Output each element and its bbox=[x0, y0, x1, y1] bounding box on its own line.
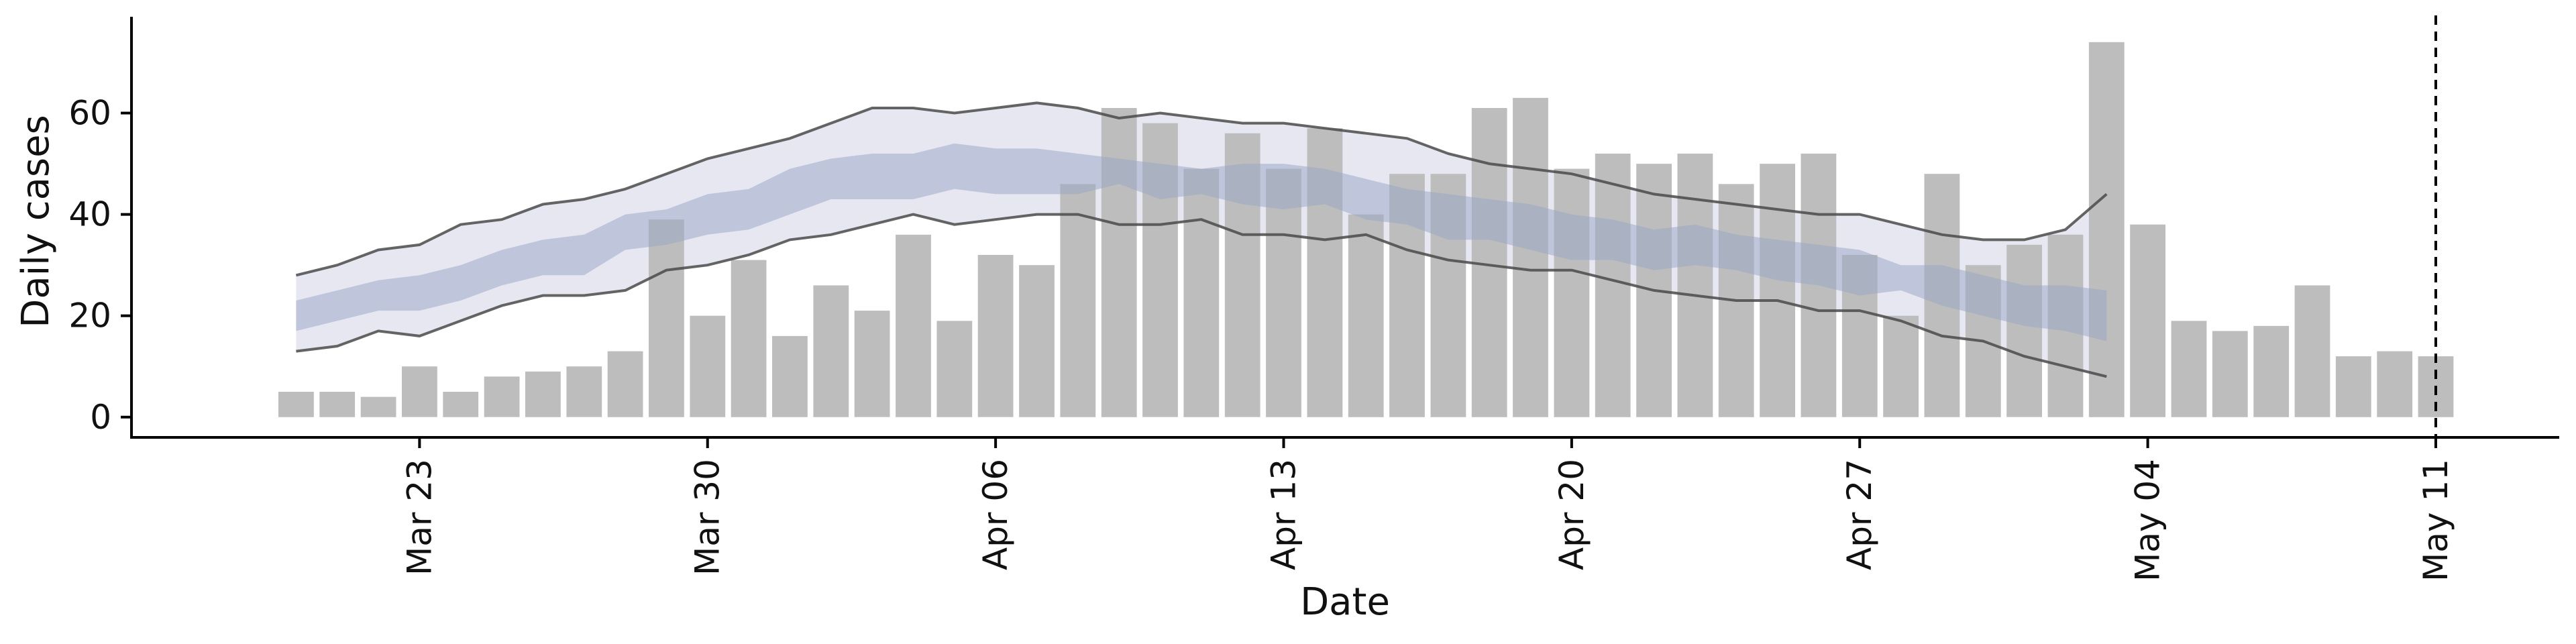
x-tick-label: Apr 13 bbox=[1265, 459, 1303, 570]
outer-band-lower-line bbox=[296, 213, 2107, 378]
outer-band-upper-line bbox=[295, 101, 2108, 277]
x-tick-label: Mar 30 bbox=[688, 459, 727, 576]
bar bbox=[1595, 154, 1631, 417]
bar bbox=[319, 392, 356, 417]
bar bbox=[607, 351, 643, 417]
bar bbox=[854, 311, 890, 417]
bar bbox=[525, 371, 561, 417]
bar bbox=[1019, 265, 1055, 417]
bar bbox=[2294, 285, 2330, 417]
bar bbox=[1883, 315, 1919, 417]
bar bbox=[1760, 164, 1795, 417]
inner-uncertainty-band bbox=[296, 143, 2107, 341]
bar bbox=[1554, 168, 1590, 417]
bar bbox=[2088, 42, 2125, 417]
bar bbox=[1060, 184, 1096, 417]
bar bbox=[1513, 97, 1548, 417]
band-edge-lines-layer bbox=[295, 101, 2108, 378]
bar bbox=[1101, 108, 1137, 417]
bar bbox=[2171, 321, 2207, 417]
y-tick-label: 0 bbox=[90, 398, 111, 437]
bar bbox=[566, 366, 602, 417]
axes-layer: 0 20 40 60 Mar 23 Mar 30 Apr 06 Apr 13 Apr 20 Apr… bbox=[68, 17, 2559, 582]
bar bbox=[772, 335, 808, 417]
bar bbox=[2335, 356, 2371, 417]
bar bbox=[2130, 224, 2165, 417]
bar bbox=[443, 392, 479, 417]
inner-uncertainty-band-layer bbox=[296, 143, 2107, 341]
y-axis-title: Daily cases bbox=[14, 115, 58, 327]
bar bbox=[1348, 214, 1384, 417]
outer-uncertainty-band bbox=[296, 103, 2107, 377]
x-tick-label: May 04 bbox=[2129, 459, 2167, 582]
bar bbox=[2377, 351, 2413, 417]
bar bbox=[690, 315, 726, 417]
x-tick-label: May 11 bbox=[2416, 459, 2455, 582]
bar bbox=[1183, 168, 1220, 417]
bar bbox=[2253, 325, 2290, 417]
bar bbox=[977, 255, 1014, 417]
y-tick-label: 40 bbox=[68, 195, 111, 234]
bar bbox=[1677, 154, 1713, 417]
bar bbox=[813, 285, 849, 417]
bar bbox=[936, 321, 973, 417]
x-tick-label: Apr 27 bbox=[1840, 459, 1879, 570]
bar bbox=[1266, 168, 1301, 417]
bar bbox=[896, 234, 931, 417]
x-tick-label: Mar 23 bbox=[400, 459, 439, 576]
bar bbox=[2212, 331, 2248, 417]
bar bbox=[402, 366, 437, 417]
x-tick-label: Apr 20 bbox=[1552, 459, 1591, 570]
y-tick-label: 20 bbox=[68, 297, 111, 335]
x-axis-title: Date bbox=[1300, 580, 1390, 624]
bar bbox=[649, 219, 684, 417]
bar bbox=[731, 260, 767, 417]
bar bbox=[484, 376, 520, 417]
outer-uncertainty-band-layer bbox=[296, 103, 2107, 377]
bar bbox=[278, 392, 314, 417]
bar bbox=[360, 396, 396, 417]
y-tick-label: 60 bbox=[68, 94, 111, 133]
bar bbox=[2006, 244, 2042, 417]
x-tick-label: Apr 06 bbox=[976, 459, 1015, 570]
